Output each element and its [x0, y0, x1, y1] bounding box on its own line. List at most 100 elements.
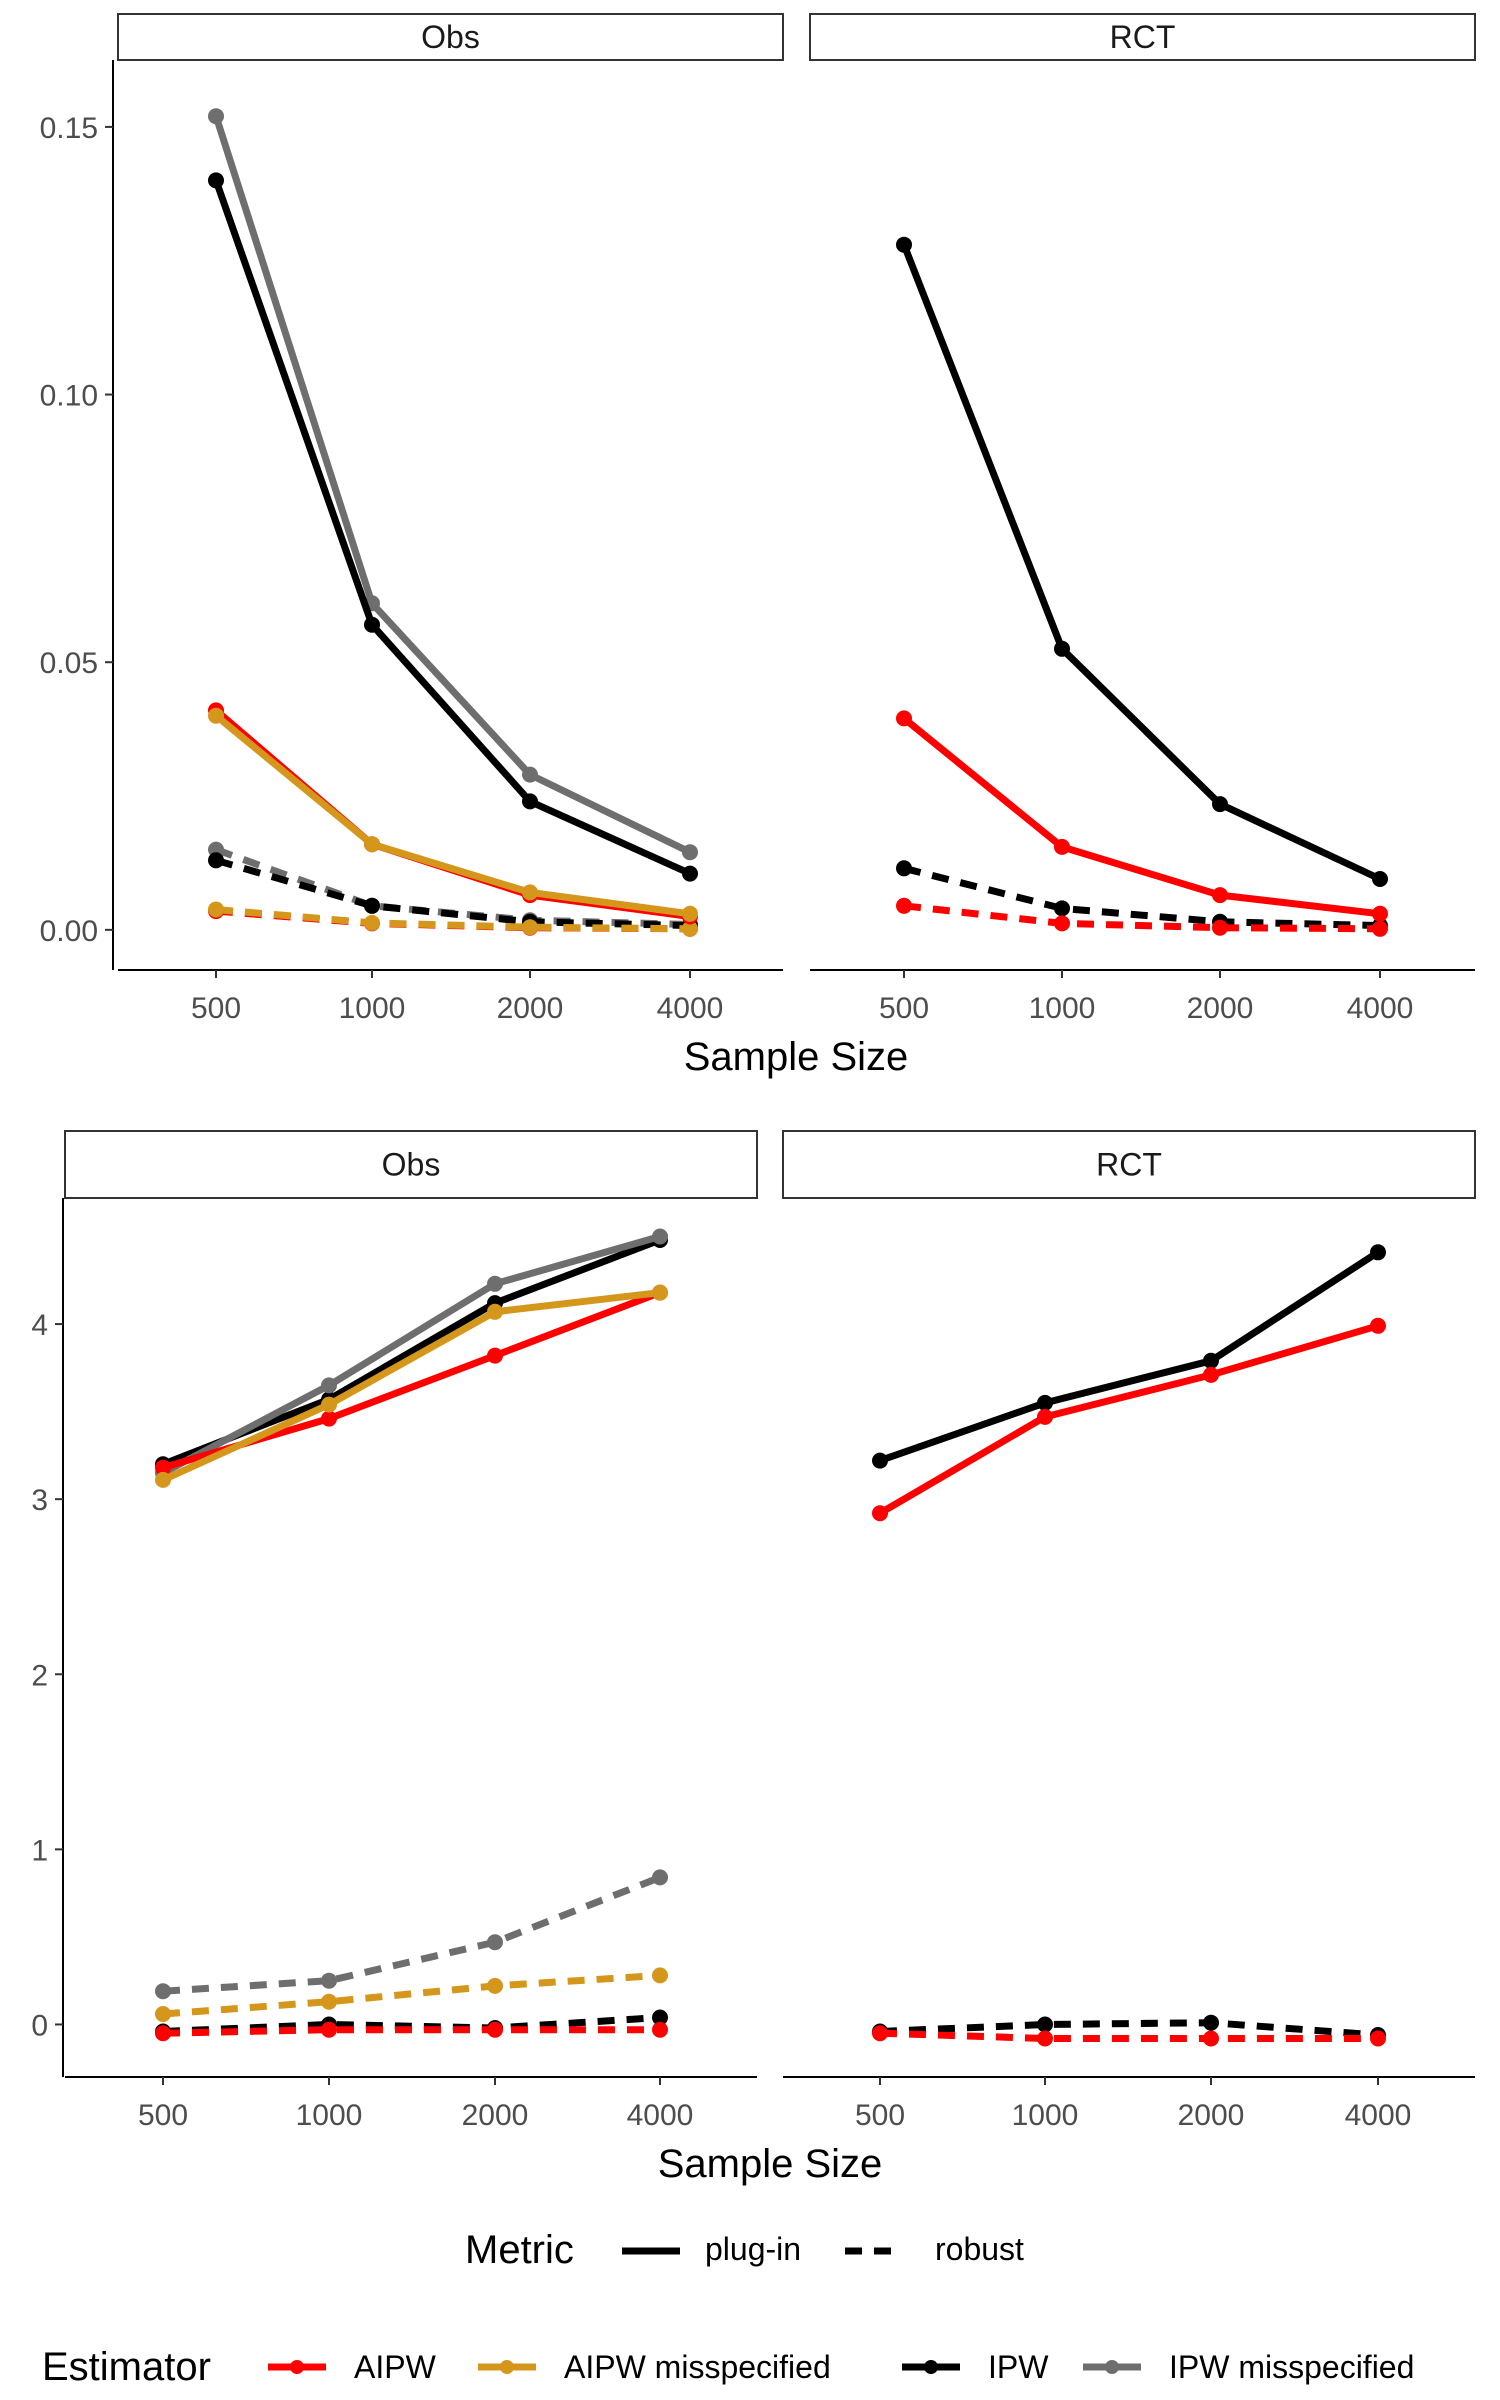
data-point	[364, 897, 380, 914]
x-tick-label: 1000	[339, 992, 406, 1025]
series-line	[215, 906, 691, 933]
data-point	[487, 2021, 503, 2038]
series-line	[212, 179, 692, 877]
series-ipw-plug-in	[208, 172, 698, 882]
data-point	[1037, 1394, 1053, 1411]
panel-obs: Obs 500 1000 2000 4000	[64, 1130, 758, 2132]
data-point	[1370, 1244, 1386, 1261]
y-tick-label: 0.15	[40, 112, 98, 145]
strip-box	[64, 1130, 758, 1199]
data-point	[487, 1275, 503, 1292]
series-line	[162, 2026, 660, 2037]
data-point	[155, 2006, 171, 2022]
data-point	[487, 1347, 503, 1364]
data-point	[1203, 2030, 1219, 2047]
data-point	[872, 1505, 888, 1522]
data-point	[487, 1934, 503, 1951]
data-point	[208, 852, 224, 869]
series-line	[901, 715, 1381, 918]
y-tick-label: 0.00	[40, 915, 98, 948]
y-tick-label: 4	[31, 1309, 48, 1342]
data-point	[321, 1396, 337, 1413]
series-line	[162, 1289, 662, 1472]
legend-key-aipw	[268, 2360, 326, 2374]
data-point	[682, 920, 698, 937]
data-point	[652, 2009, 668, 2026]
legend-key-ipw	[902, 2360, 960, 2374]
x-tick-label: 500	[191, 992, 241, 1025]
data-point	[364, 836, 380, 853]
data-point	[155, 1983, 171, 2000]
series-aipw-robust	[896, 897, 1388, 937]
strip-box	[117, 13, 784, 61]
x-tick-label: 1000	[1029, 992, 1096, 1025]
data-point	[1037, 2030, 1053, 2047]
x-tick-label: 1000	[296, 2099, 363, 2132]
data-point	[1054, 838, 1070, 855]
series-ipw-plug-in	[896, 236, 1388, 887]
data-point	[652, 1967, 668, 1984]
x-axis-title: Sample Size	[658, 2142, 883, 2186]
x-tick-label: 500	[879, 992, 929, 1025]
data-point	[364, 914, 380, 931]
data-point	[872, 1452, 888, 1469]
x-tick-label: 2000	[497, 992, 564, 1025]
series-aipw-misspecified-plug-in	[155, 1284, 668, 1488]
data-point	[522, 919, 538, 936]
series-aipw-robust	[872, 2025, 1386, 2047]
series-line	[213, 707, 691, 920]
series-line	[879, 2029, 1378, 2042]
legend-key-ipw-misspecified	[1083, 2360, 1141, 2374]
data-point	[1372, 920, 1388, 937]
series-aipw-plug-in	[896, 710, 1388, 922]
y-tick-label: 0.05	[40, 647, 98, 680]
x-tick-label: 1000	[1012, 2099, 1079, 2132]
series-ipw-plug-in	[872, 1244, 1386, 1469]
x-axis-title: Sample Size	[684, 1035, 909, 1079]
data-point	[522, 793, 538, 810]
data-point	[487, 1303, 503, 1320]
data-point	[1054, 915, 1070, 932]
panel-obs: Obs 500 1000 2000 4000	[117, 13, 784, 1025]
data-point	[208, 707, 224, 724]
strip-box	[809, 13, 1476, 61]
data-point	[1212, 887, 1228, 904]
data-point	[1037, 1408, 1053, 1425]
legend-label-aipw: AIPW	[354, 2349, 437, 2385]
data-point	[208, 901, 224, 918]
data-point	[1370, 1317, 1386, 1334]
strip-label: RCT	[1096, 1147, 1162, 1183]
x-tick-label: 2000	[462, 2099, 529, 2132]
data-point	[321, 2021, 337, 2038]
charts-layer: 0.00 0.05 0.10 0.15 Obs 500 1000 2000 4000 RCT 500…	[31, 13, 1476, 2186]
strip-box	[782, 1130, 1476, 1199]
data-point	[1054, 640, 1070, 657]
data-point	[896, 710, 912, 727]
data-point	[1203, 2014, 1219, 2031]
legend-estimator-title: Estimator	[42, 2345, 211, 2389]
data-point	[155, 2025, 171, 2042]
data-point	[682, 905, 698, 922]
data-point	[896, 236, 912, 253]
series-aipw-misspecified-robust	[155, 1967, 668, 2022]
series-aipw-plug-in	[872, 1317, 1386, 1522]
legend-label-ipw: IPW	[988, 2349, 1049, 2385]
legend: Metric plug-in robust Estimator AIPW AIP…	[42, 2228, 1414, 2389]
legend-label-plug-in: plug-in	[705, 2231, 801, 2267]
y-tick-label: 0	[31, 2009, 48, 2042]
x-tick-label: 500	[855, 2099, 905, 2132]
series-line	[212, 115, 692, 856]
data-point	[872, 2025, 888, 2042]
strip-label: Obs	[382, 1147, 441, 1183]
data-point	[208, 172, 224, 189]
series-line	[878, 1249, 1380, 1464]
data-point	[896, 897, 912, 914]
data-point	[652, 1869, 668, 1886]
legend-key-aipw-misspecified	[478, 2360, 536, 2374]
data-point	[1203, 1366, 1219, 1383]
data-point	[1203, 1352, 1219, 1369]
series-line	[162, 1874, 662, 1995]
data-point	[321, 1377, 337, 1394]
series-line	[879, 2019, 1379, 2039]
